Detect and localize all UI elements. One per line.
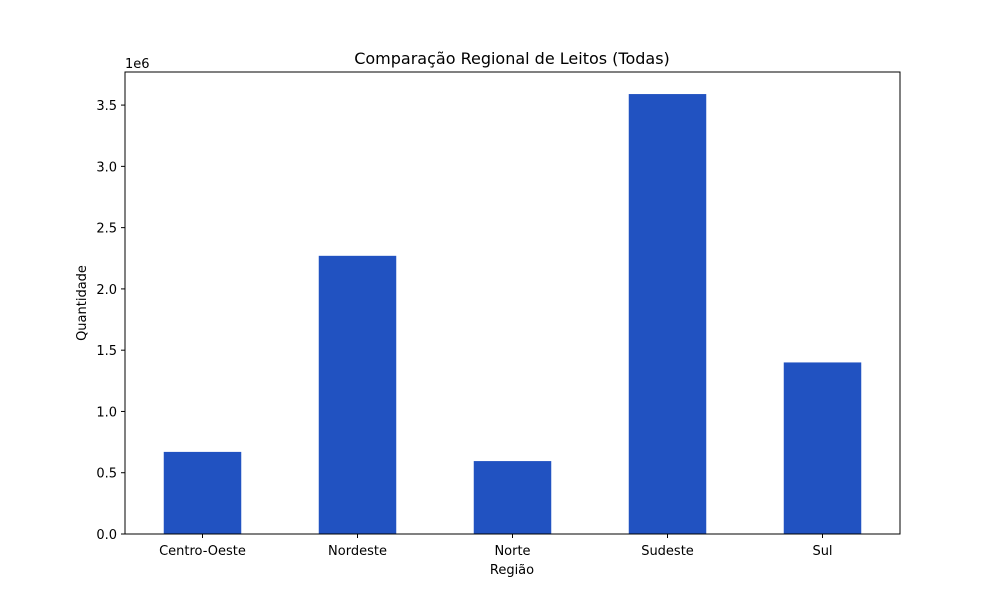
y-axis-label: Quantidade [75, 265, 90, 341]
bar-norte [473, 461, 552, 534]
bar-sudeste [628, 94, 707, 535]
y-tick-label: 1.5 [96, 344, 117, 359]
x-tick-label: Centro-Oeste [159, 544, 246, 559]
y-tick-label: 1.0 [96, 405, 117, 420]
x-axis-label: Região [490, 563, 534, 578]
y-tick-label: 2.0 [96, 283, 117, 298]
x-tick-label: Norte [494, 544, 530, 559]
y-tick-label: 3.5 [96, 99, 117, 114]
bars-group [163, 94, 862, 535]
bar-sul [783, 362, 862, 534]
x-axis-ticks: Centro-Oeste Nordeste Norte Sudeste Sul [159, 534, 833, 559]
y-axis-offset-label: 1e6 [125, 57, 150, 72]
y-tick-label: 0.0 [96, 528, 117, 543]
y-tick-label: 2.5 [96, 222, 117, 237]
x-tick-label: Sul [812, 544, 832, 559]
y-tick-label: 0.5 [96, 467, 117, 482]
y-tick-label: 3.0 [96, 160, 117, 175]
y-axis-ticks: 0.0 0.5 1.0 1.5 2.0 2.5 3.0 3.5 [96, 99, 125, 543]
x-tick-label: Nordeste [328, 544, 387, 559]
bar-centro-oeste [163, 451, 242, 534]
plot-frame [124, 71, 901, 535]
chart-title: Comparação Regional de Leitos (Todas) [354, 49, 670, 68]
x-tick-label: Sudeste [641, 544, 694, 559]
bar-nordeste [318, 255, 397, 534]
